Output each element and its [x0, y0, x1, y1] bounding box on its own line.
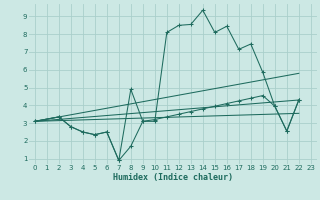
X-axis label: Humidex (Indice chaleur): Humidex (Indice chaleur) — [113, 173, 233, 182]
